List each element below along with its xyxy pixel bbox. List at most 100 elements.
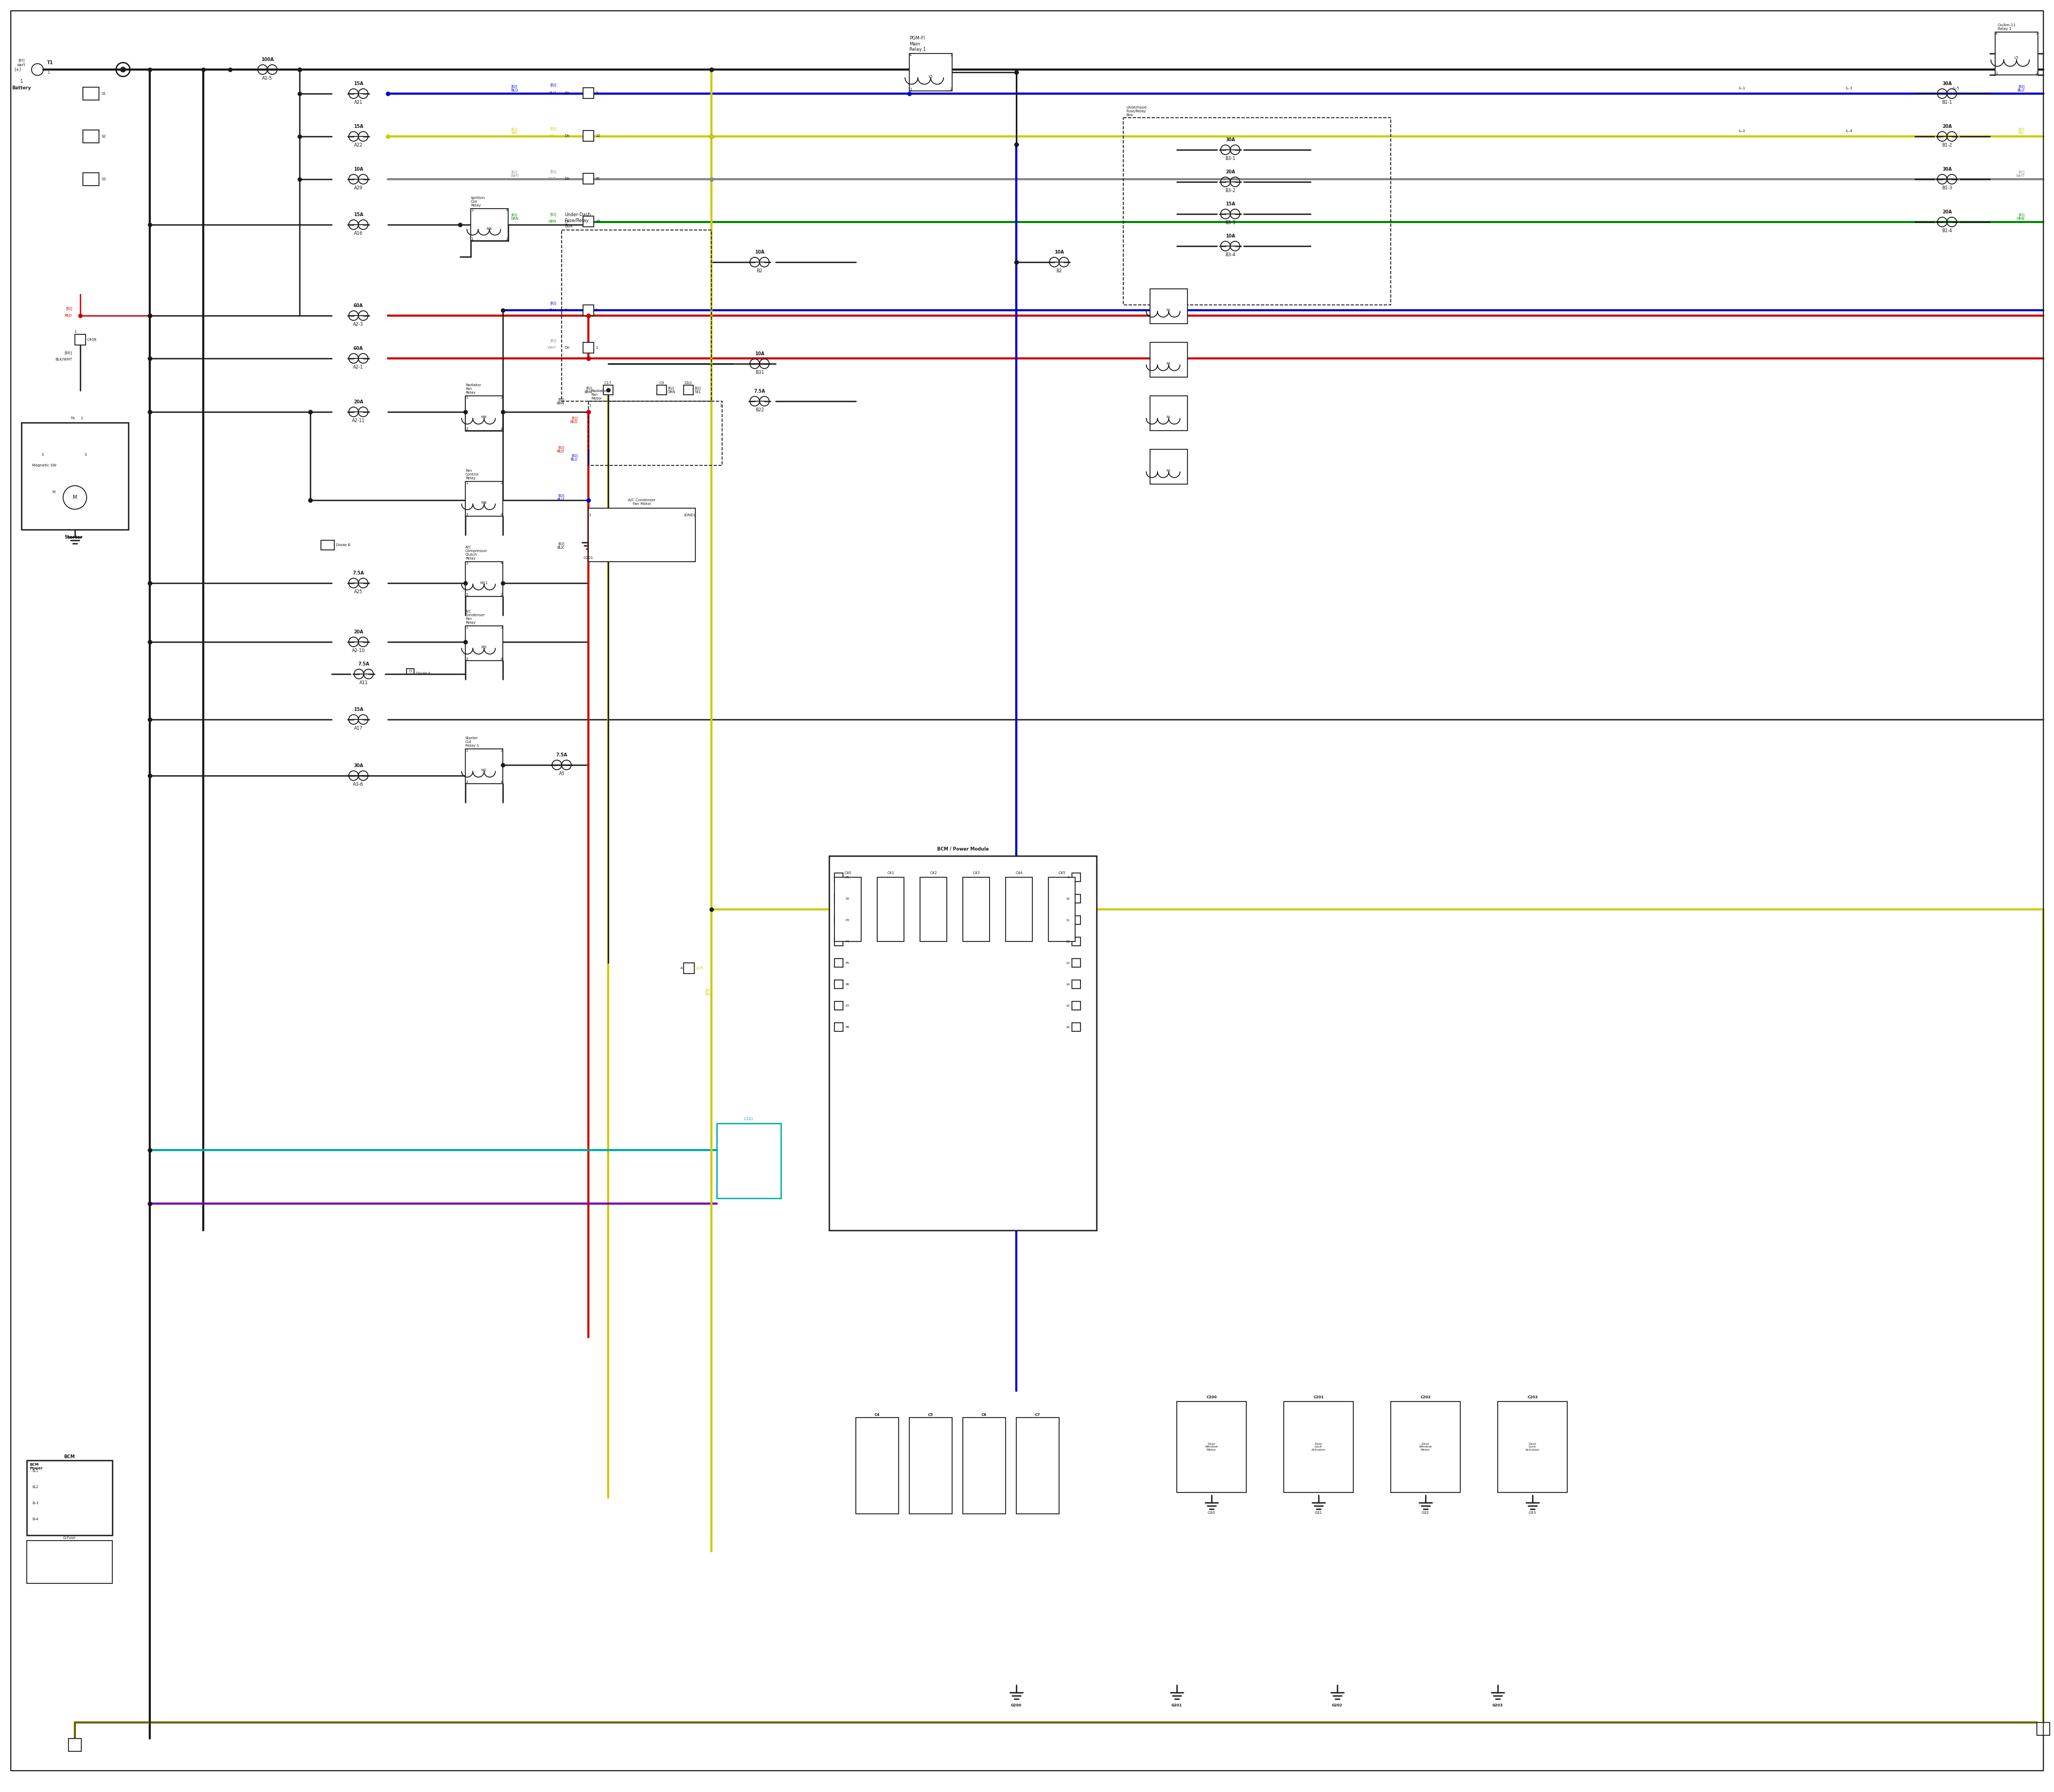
Text: G30: G30 (1208, 1511, 1216, 1514)
Text: A/C Condenser
Fan Motor: A/C Condenser Fan Motor (629, 498, 655, 505)
Text: C17: C17 (604, 382, 612, 385)
Text: [EJ]
BRN: [EJ] BRN (557, 398, 565, 405)
Bar (583, 88, 594, 99)
Text: 1: 1 (466, 482, 468, 484)
Text: [EJ]
BRN: [EJ] BRN (583, 387, 592, 394)
Bar (1072, 959, 1080, 968)
Text: C7: C7 (1035, 1414, 1041, 1416)
Text: [EJ]: [EJ] (550, 213, 557, 217)
Text: C41: C41 (887, 871, 893, 874)
Text: [EJ]
YEL: [EJ] YEL (511, 127, 518, 134)
Text: A1-5: A1-5 (263, 75, 273, 81)
Text: C200: C200 (1206, 1396, 1216, 1400)
Text: 3: 3 (466, 513, 468, 516)
Bar (1994, 32, 2038, 75)
Bar (583, 174, 594, 185)
Text: [EJ]
RED: [EJ] RED (571, 416, 577, 423)
Text: Dn: Dn (565, 220, 569, 222)
Text: 15A: 15A (353, 708, 364, 711)
Text: 1: 1 (470, 238, 472, 240)
Bar (1284, 1401, 1354, 1493)
Text: 10A: 10A (754, 351, 764, 357)
Text: 30A: 30A (1226, 138, 1234, 142)
Text: 30A: 30A (1943, 167, 1951, 172)
Text: [EJ]
GRN: [EJ] GRN (2017, 213, 2025, 220)
Text: 2: 2 (501, 749, 503, 753)
Text: 7.5A: 7.5A (353, 572, 364, 575)
Text: 4: 4 (680, 966, 682, 969)
Bar (834, 873, 842, 882)
Text: 15A: 15A (353, 124, 364, 129)
Text: [EJ]
YEL: [EJ] YEL (705, 989, 711, 996)
Text: P3: P3 (844, 919, 848, 921)
Text: 13: 13 (1066, 962, 1070, 964)
Text: Door
Lock
Actuator: Door Lock Actuator (1310, 1443, 1325, 1452)
Bar (834, 959, 842, 968)
Bar (1006, 878, 1033, 941)
Text: M8: M8 (481, 502, 487, 505)
Text: 15A: 15A (353, 213, 364, 217)
Text: A2-1: A2-1 (353, 366, 364, 369)
Bar (834, 980, 842, 989)
Bar (920, 878, 947, 941)
Text: B3-1: B3-1 (1224, 156, 1234, 161)
Text: 19: 19 (596, 220, 600, 222)
Bar (407, 668, 415, 674)
Text: Underhood
Fuse/Relay
Box: Underhood Fuse/Relay Box (1126, 106, 1146, 116)
Text: [EJ]: [EJ] (550, 127, 557, 131)
Text: Co/Am-11
Relay 1: Co/Am-11 Relay 1 (1999, 23, 2017, 30)
Text: P5: P5 (844, 962, 848, 964)
Text: 3: 3 (466, 781, 468, 783)
Text: 15A: 15A (1226, 202, 1234, 206)
Bar (583, 217, 594, 228)
Text: IL-1: IL-1 (1738, 86, 1746, 90)
Text: 2: 2 (719, 403, 723, 407)
Bar (834, 878, 861, 941)
Text: [EJ]
RED: [EJ] RED (557, 446, 565, 453)
Text: BCM: BCM (64, 1455, 76, 1459)
Text: C44: C44 (1015, 871, 1023, 874)
Bar (717, 1124, 781, 1199)
Text: A22: A22 (353, 143, 364, 147)
Text: 1: 1 (21, 79, 23, 84)
Text: 3: 3 (949, 54, 953, 57)
Text: G201: G201 (1171, 1704, 1183, 1708)
Text: C408: C408 (86, 339, 97, 340)
Text: 3: 3 (466, 658, 468, 661)
Text: P6: P6 (844, 984, 848, 986)
Text: L5: L5 (2015, 56, 2019, 59)
Text: B1-4: B1-4 (1941, 228, 1951, 233)
Text: [EJ]
BLK: [EJ] BLK (557, 541, 565, 550)
Text: T1: T1 (47, 61, 53, 65)
Text: 10A: 10A (1054, 249, 1064, 254)
Bar (1124, 118, 1391, 305)
Bar (1150, 450, 1187, 484)
Bar (834, 1002, 842, 1011)
Text: Dn: Dn (565, 177, 569, 181)
Text: Dn: Dn (565, 91, 569, 95)
Text: BLK/WHT: BLK/WHT (55, 358, 72, 360)
Bar (1177, 1401, 1247, 1493)
Text: 3: 3 (2036, 32, 2038, 36)
Text: C43: C43 (972, 871, 980, 874)
Text: C5: C5 (928, 1414, 933, 1416)
Bar (834, 894, 842, 903)
Text: BCM / Power Module: BCM / Power Module (937, 848, 988, 851)
Bar (857, 1417, 900, 1514)
Text: BCM
Power: BCM Power (29, 1462, 43, 1469)
Bar (466, 749, 503, 783)
Text: G33: G33 (1528, 1511, 1536, 1514)
Text: A/C
Compressor
Clutch
Relay: A/C Compressor Clutch Relay (466, 545, 487, 561)
Text: 10A: 10A (754, 249, 764, 254)
Text: B1-1: B1-1 (1941, 100, 1951, 106)
Text: 7.5A: 7.5A (754, 389, 766, 394)
Text: 26: 26 (596, 177, 600, 181)
Text: M-: M- (1167, 308, 1171, 312)
Text: WHT: WHT (548, 177, 557, 181)
Text: 1: 1 (47, 72, 49, 73)
Text: B1-3: B1-3 (1941, 186, 1951, 190)
Text: A3-6: A3-6 (353, 781, 364, 787)
Text: [EJ]
YEL: [EJ] YEL (694, 387, 700, 394)
Text: Radiator
Fan
Relay: Radiator Fan Relay (466, 383, 481, 394)
Text: P1: P1 (844, 876, 848, 878)
